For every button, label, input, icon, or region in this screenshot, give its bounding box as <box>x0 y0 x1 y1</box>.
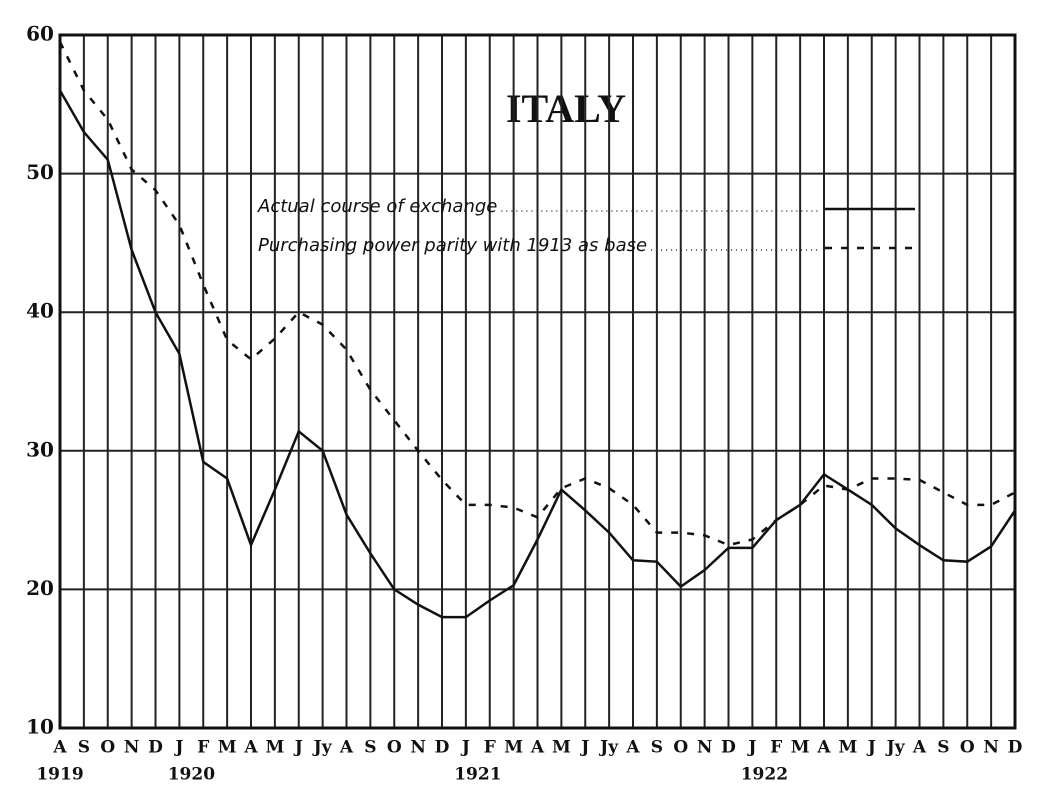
x-tick-label: M <box>552 738 571 758</box>
x-tick-label: S <box>937 738 949 758</box>
x-tick-label: O <box>100 738 115 758</box>
x-tick-label: A <box>912 738 927 758</box>
y-tick-label: 30 <box>26 437 54 461</box>
x-tick-label: D <box>148 738 163 758</box>
x-tick-label: A <box>339 738 354 758</box>
x-tick-label: J <box>460 738 470 758</box>
y-tick-label: 40 <box>26 299 54 323</box>
x-tick-label: A <box>52 738 67 758</box>
chart-title: ITALY <box>506 86 626 131</box>
y-tick-label: 20 <box>26 576 54 600</box>
legend-label: Purchasing power parity with 1913 as bas… <box>258 235 647 256</box>
x-tick-label: J <box>866 738 876 758</box>
x-tick-label: M <box>504 738 523 758</box>
x-tick-label: N <box>410 738 426 758</box>
y-tick-label: 10 <box>26 715 54 739</box>
x-tick-label: S <box>78 738 90 758</box>
series-line <box>58 89 1017 619</box>
x-tick-label: M <box>791 738 810 758</box>
x-tick-label: N <box>697 738 713 758</box>
x-tick-label: S <box>651 738 663 758</box>
x-tick-label: F <box>484 738 496 758</box>
x-tick-label: M <box>265 738 284 758</box>
year-label: 1920 <box>168 765 215 785</box>
x-tick-label: O <box>387 738 402 758</box>
x-tick-label: A <box>243 738 258 758</box>
x-tick-label: Jy <box>885 738 906 758</box>
plot-frame <box>58 33 1017 730</box>
x-tick-label: F <box>197 738 209 758</box>
x-tick-label: J <box>293 738 303 758</box>
x-tick-label: A <box>625 738 640 758</box>
x-tick-label: O <box>673 738 688 758</box>
x-tick-label: A <box>816 738 831 758</box>
y-tick-label: 50 <box>26 160 54 184</box>
x-tick-label: S <box>364 738 376 758</box>
x-tick-label: D <box>435 738 450 758</box>
series-line <box>58 41 1016 547</box>
x-tick-label: J <box>579 738 589 758</box>
x-tick-label: J <box>746 738 756 758</box>
x-tick-label: N <box>124 738 140 758</box>
year-label: 1919 <box>36 765 83 785</box>
x-tick-label: J <box>173 738 183 758</box>
x-tick-label: O <box>960 738 975 758</box>
y-tick-label: 60 <box>26 22 54 46</box>
x-tick-label: Jy <box>598 738 619 758</box>
year-label: 1922 <box>741 765 788 785</box>
x-tick-label: F <box>770 738 782 758</box>
x-tick-label: M <box>838 738 857 758</box>
x-tick-label: N <box>983 738 999 758</box>
legend-label: Actual course of exchange <box>257 196 497 217</box>
year-label: 1921 <box>454 765 501 785</box>
x-tick-label: M <box>218 738 237 758</box>
x-tick-label: A <box>530 738 545 758</box>
x-tick-label: Jy <box>312 738 333 758</box>
x-tick-label: D <box>1008 738 1023 758</box>
x-tick-label: D <box>721 738 736 758</box>
